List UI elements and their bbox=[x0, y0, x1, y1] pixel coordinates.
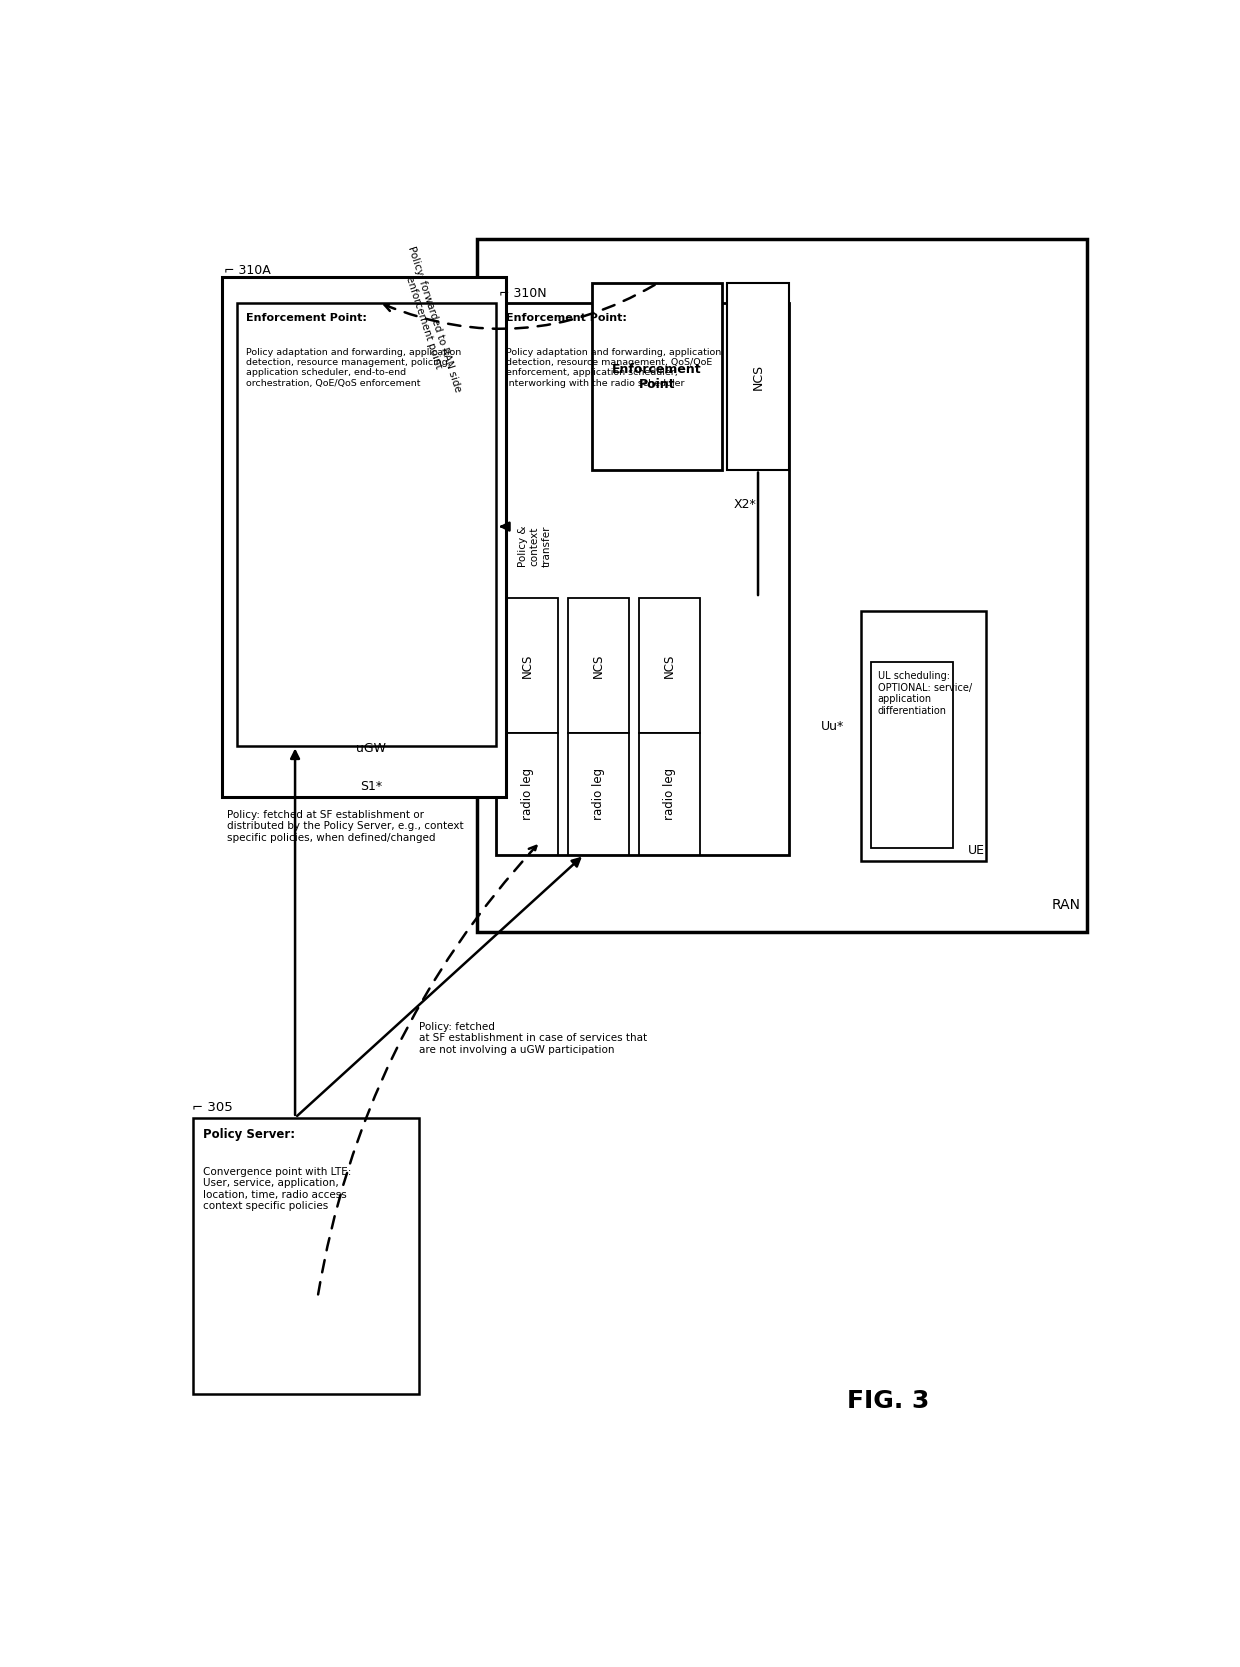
Text: Convergence point with LTE:
User, service, application,
location, time, radio ac: Convergence point with LTE: User, servic… bbox=[203, 1167, 351, 1212]
Bar bbox=[497, 733, 558, 855]
Text: Enforcement Point:: Enforcement Point: bbox=[247, 313, 367, 323]
Text: uGW: uGW bbox=[356, 742, 386, 755]
Bar bbox=[870, 662, 952, 849]
Bar bbox=[193, 1119, 419, 1394]
Bar bbox=[593, 283, 722, 470]
Bar bbox=[222, 277, 506, 797]
Bar bbox=[568, 598, 629, 733]
Text: Policy: fetched at SF establishment or
distributed by the Policy Server, e.g., c: Policy: fetched at SF establishment or d… bbox=[227, 810, 464, 844]
Bar bbox=[237, 303, 496, 745]
Text: NCS: NCS bbox=[591, 653, 605, 677]
Text: FIG. 3: FIG. 3 bbox=[847, 1389, 929, 1414]
Text: Uu*: Uu* bbox=[821, 720, 844, 733]
Text: Policy adaptation and forwarding, application
detection, resource management, po: Policy adaptation and forwarding, applic… bbox=[247, 348, 461, 388]
Text: ⌐ 310A: ⌐ 310A bbox=[224, 263, 272, 277]
Text: S1*: S1* bbox=[360, 780, 382, 793]
Bar bbox=[477, 238, 1087, 932]
Text: Policy: fetched
at SF establishment in case of services that
are not involving a: Policy: fetched at SF establishment in c… bbox=[419, 1022, 647, 1055]
Text: Enforcement Point:: Enforcement Point: bbox=[506, 313, 626, 323]
Text: ⌐ 305: ⌐ 305 bbox=[191, 1100, 232, 1114]
Text: ⌐ 310N: ⌐ 310N bbox=[498, 287, 547, 300]
Bar bbox=[496, 303, 789, 855]
Bar bbox=[640, 733, 699, 855]
Bar bbox=[640, 598, 699, 733]
Text: UE: UE bbox=[968, 844, 985, 857]
Text: X2*: X2* bbox=[734, 498, 756, 510]
Text: NCS: NCS bbox=[663, 653, 676, 677]
Bar bbox=[862, 610, 986, 862]
Text: RAN: RAN bbox=[1052, 899, 1080, 912]
Text: Policy adaptation and forwarding, application
detection, resource management, Qo: Policy adaptation and forwarding, applic… bbox=[506, 348, 720, 388]
Bar bbox=[568, 733, 629, 855]
Text: UL scheduling:
OPTIONAL: service/
application
differentiation: UL scheduling: OPTIONAL: service/ applic… bbox=[878, 672, 972, 715]
Text: NCS: NCS bbox=[521, 653, 534, 677]
Text: Policy Server:: Policy Server: bbox=[203, 1129, 295, 1142]
Text: radio leg: radio leg bbox=[591, 767, 605, 820]
Text: Policy &
context
transfer: Policy & context transfer bbox=[518, 525, 552, 567]
Text: Enforcement
Point: Enforcement Point bbox=[613, 362, 702, 390]
Bar bbox=[727, 283, 789, 470]
Text: radio leg: radio leg bbox=[521, 767, 534, 820]
Text: radio leg: radio leg bbox=[663, 767, 676, 820]
Text: Policy: forwarded to RAN side
enforcement point: Policy: forwarded to RAN side enforcemen… bbox=[396, 245, 463, 397]
Text: NCS: NCS bbox=[751, 363, 765, 390]
Bar bbox=[497, 598, 558, 733]
